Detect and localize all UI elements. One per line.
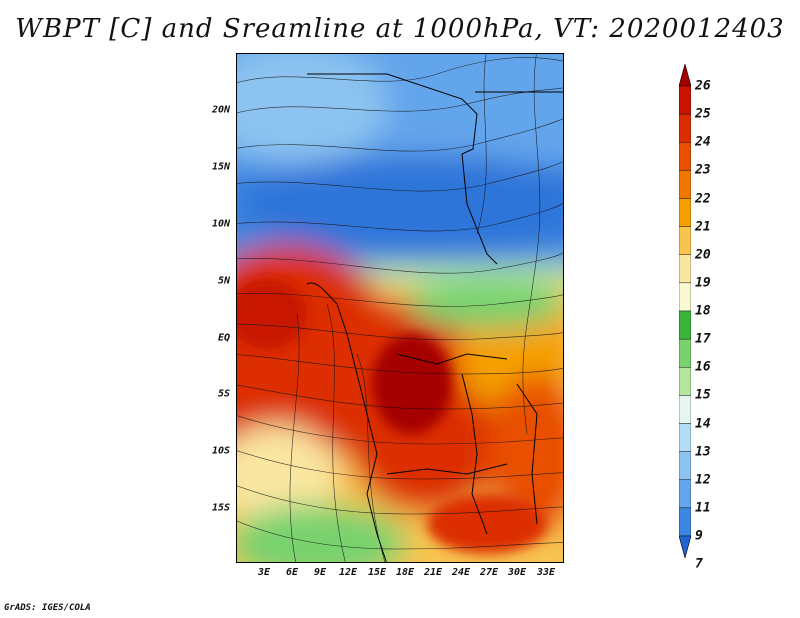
colorbar-label: 17 (695, 331, 711, 347)
lat-label: 10S (211, 445, 230, 457)
lon-label: 9E (313, 567, 327, 578)
lon-label: 3E (257, 567, 271, 578)
colorbar-band (678, 479, 692, 509)
colorbar-label: 26 (695, 78, 711, 94)
lat-label: 10N (211, 218, 230, 230)
colorbar-label: 15 (695, 387, 711, 403)
colorbar (678, 62, 692, 560)
colorbar-band (678, 170, 692, 199)
colorbar-label: 14 (695, 416, 711, 431)
lon-label: 12E (338, 567, 358, 578)
lon-label: 15E (367, 567, 387, 578)
colorbar-label: 7 (695, 556, 703, 572)
colorbar-band (678, 310, 692, 340)
colorbar-label: 25 (695, 106, 711, 122)
lon-label: 18E (395, 567, 415, 578)
lat-label: EQ (217, 332, 230, 344)
colorbar-label: 24 (695, 134, 711, 150)
colorbar-band (678, 254, 692, 284)
lat-label: 20N (211, 104, 230, 116)
colorbar-label: 18 (695, 303, 711, 319)
lat-label: 15N (211, 161, 230, 173)
borders (306, 73, 563, 562)
colorbar-bottom-triangle (678, 535, 692, 560)
colorbar-label: 20 (695, 247, 711, 263)
colorbar-band (678, 282, 692, 312)
map-canvas (237, 54, 563, 562)
colorbar-band (678, 423, 692, 452)
lon-label: 24E (451, 567, 471, 578)
lon-label: 33E (536, 567, 556, 578)
colorbar-label: 19 (695, 275, 711, 291)
colorbar-band (678, 85, 692, 115)
lat-label: 5S (217, 388, 230, 400)
colorbar-label: 23 (695, 162, 711, 178)
colorbar-top-triangle (678, 62, 692, 87)
lat-label: 5N (217, 275, 230, 287)
colorbar-label: 9 (695, 528, 703, 544)
colorbar-band (678, 113, 692, 143)
lon-label: 30E (507, 567, 527, 578)
lon-label: 27E (479, 567, 499, 578)
colorbar-band (678, 507, 692, 537)
colorbar-label: 16 (695, 359, 711, 375)
colorbar-band (678, 226, 692, 255)
chart-title: WBPT [C] and Sreamline at 1000hPa, VT: 2… (15, 14, 785, 44)
credit-text: GrADS: IGES/COLA (4, 603, 91, 613)
colorbar-label: 21 (695, 219, 711, 235)
lon-label: 21E (423, 567, 443, 578)
wbpt-map[interactable] (236, 53, 564, 563)
colorbar-band (678, 142, 692, 171)
colorbar-band (678, 451, 692, 480)
colorbar-label: 22 (695, 191, 711, 206)
colorbar-band (678, 338, 692, 368)
colorbar-band (678, 367, 692, 396)
streamlines (237, 54, 563, 562)
colorbar-label: 11 (695, 500, 711, 516)
lat-label: 15S (211, 502, 230, 514)
colorbar-band (678, 395, 692, 424)
lon-label: 6E (285, 567, 299, 578)
colorbar-band (678, 198, 692, 227)
colorbar-graphic (678, 62, 692, 560)
colorbar-label: 12 (695, 472, 711, 488)
colorbar-label: 13 (695, 444, 711, 460)
